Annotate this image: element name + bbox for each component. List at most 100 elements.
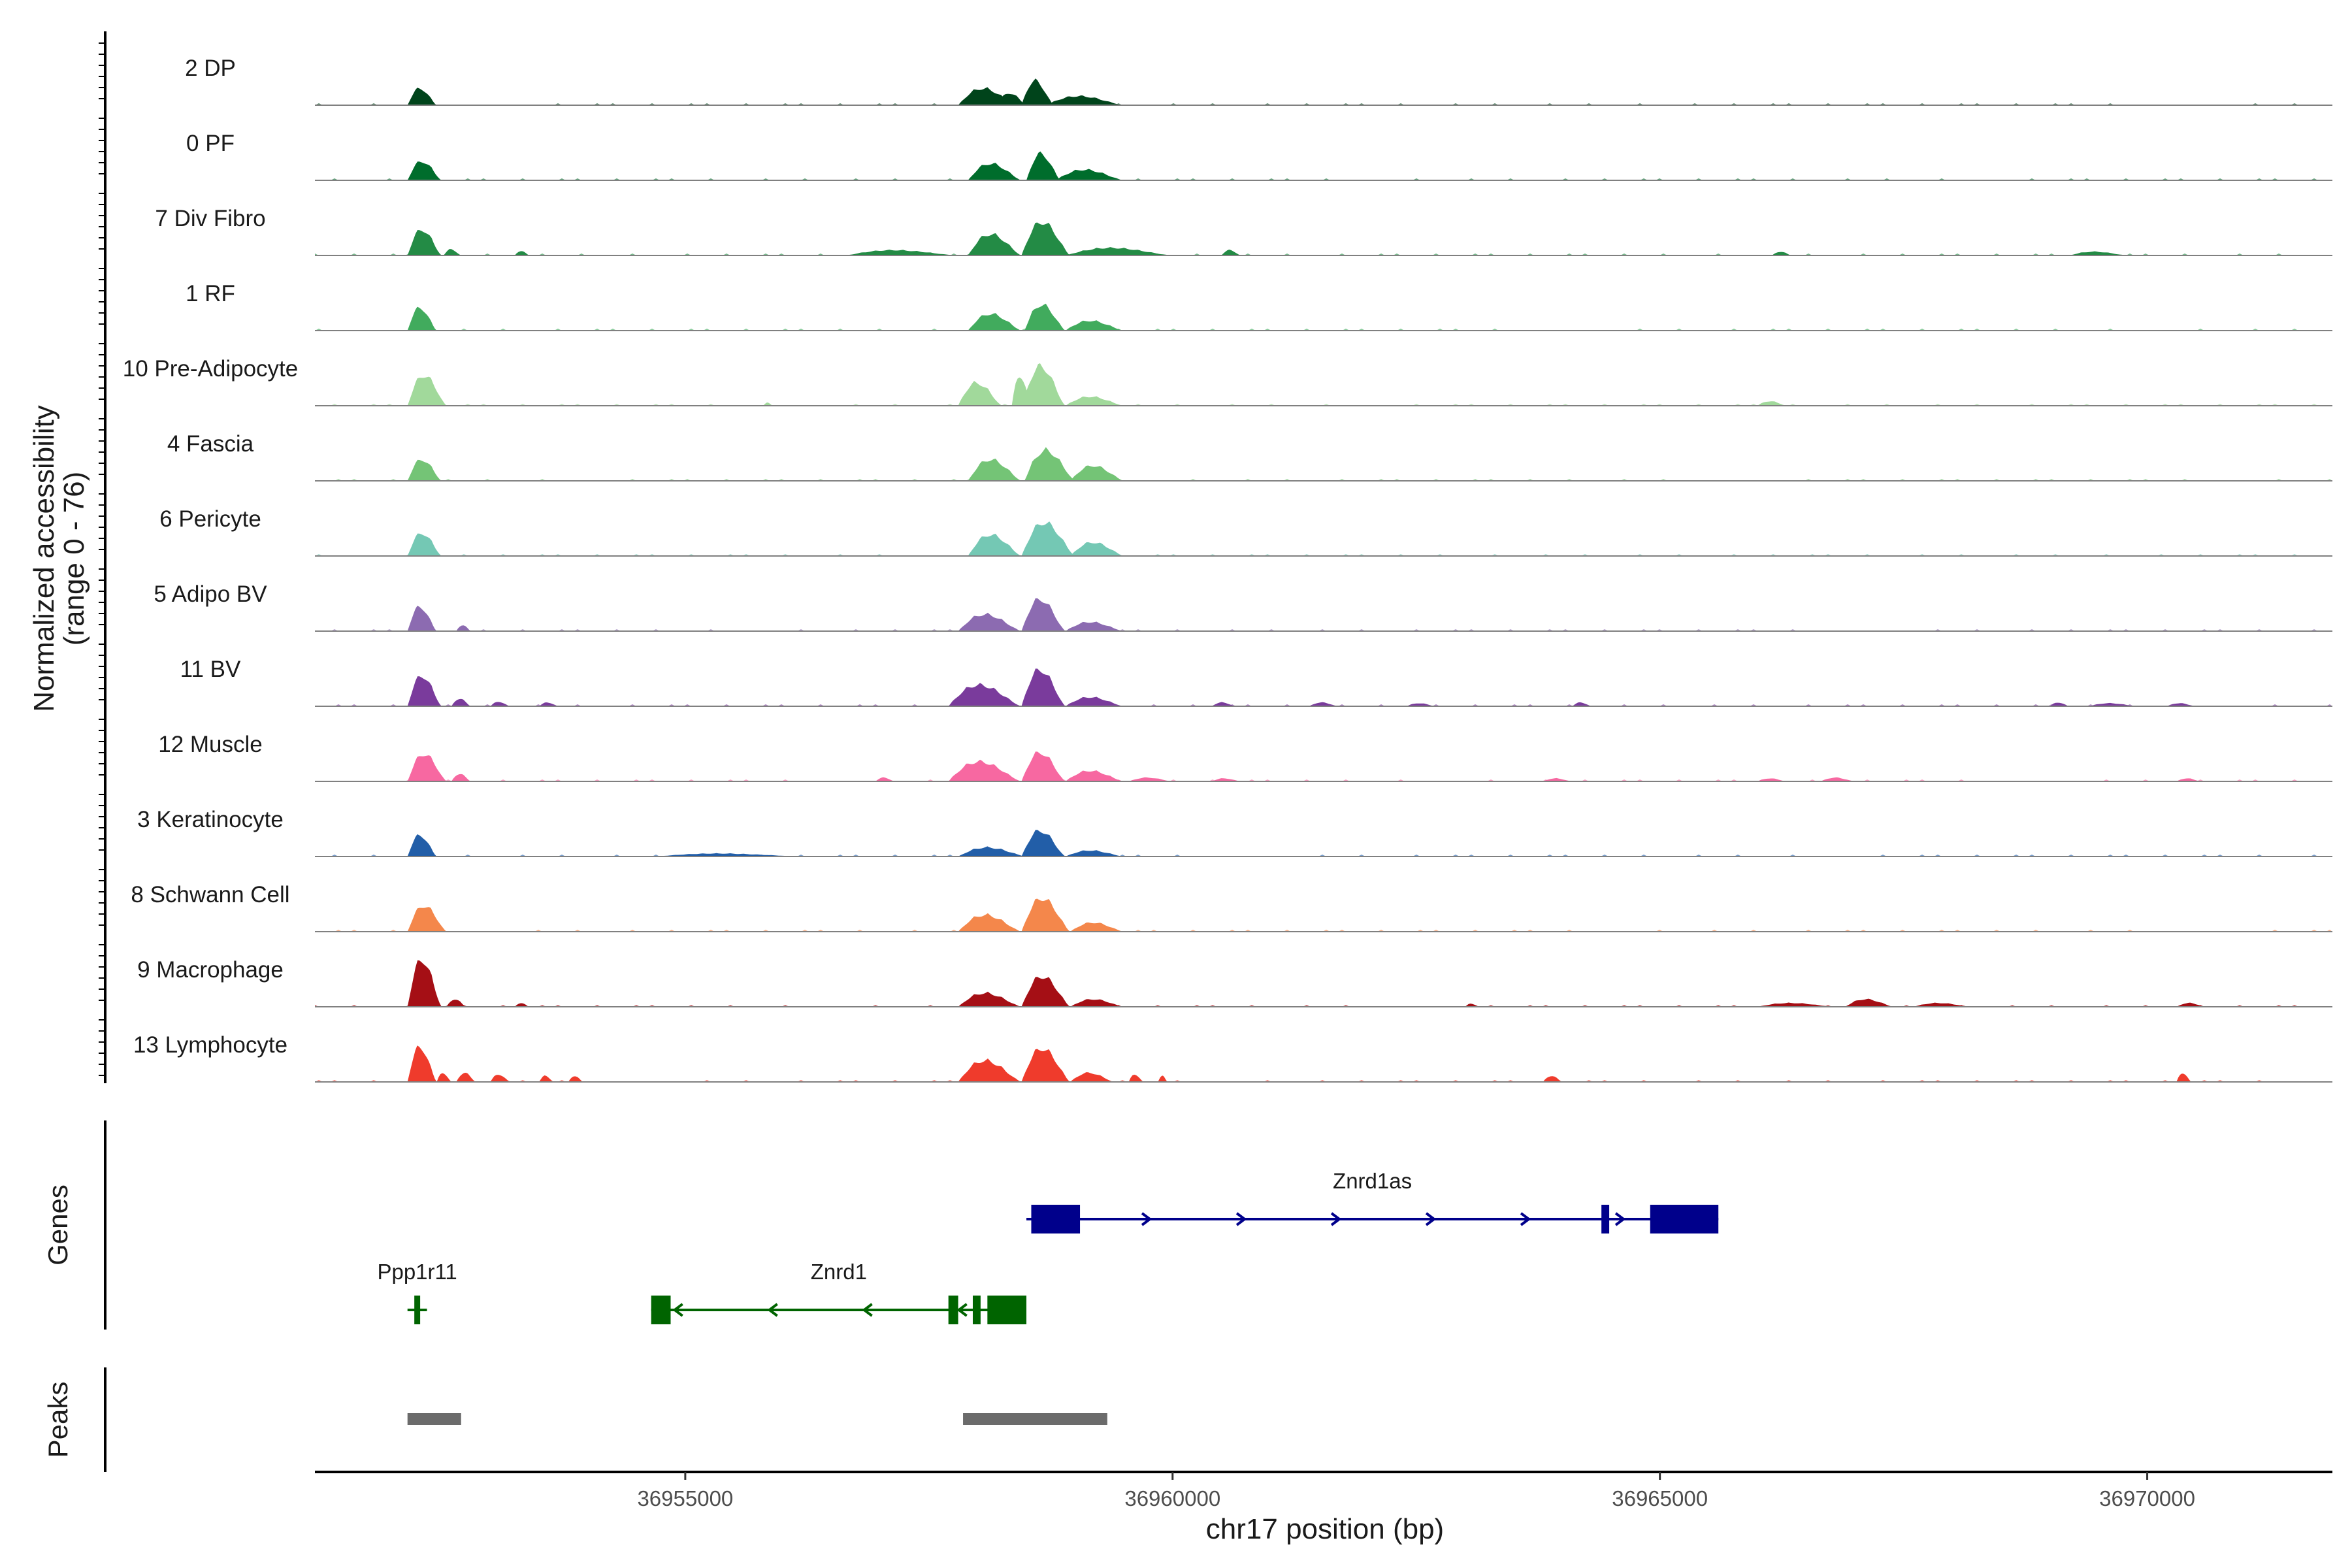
coverage-peak — [958, 913, 1022, 932]
coverage-noise — [315, 855, 2332, 857]
gene-annotations: Znrd1as Ppp1r11 Znrd1 — [377, 1169, 1719, 1324]
gene-exon — [987, 1296, 1027, 1324]
coverage-peak — [2089, 702, 2138, 706]
coverage-peak — [968, 163, 1022, 180]
coverage-peak — [2176, 1073, 2191, 1082]
coverage-peak — [948, 683, 1022, 706]
gene-exon — [1601, 1205, 1610, 1233]
coverage-peak — [1065, 621, 1124, 631]
coverage-peak — [1024, 447, 1075, 481]
coverage-peak — [1543, 1076, 1563, 1082]
coverage-peak — [539, 702, 559, 706]
track: 3 Keratinocyte — [137, 807, 2332, 857]
track-label: 10 Pre-Adipocyte — [123, 356, 298, 382]
coverage-peak — [1543, 777, 1573, 781]
coverage-peak — [1021, 898, 1071, 932]
gene: Ppp1r11 — [377, 1260, 457, 1324]
coverage-peak — [958, 381, 1002, 406]
track: 1 RF — [186, 281, 2332, 331]
coverage-peak — [1772, 252, 1792, 255]
coverage-peak — [846, 250, 958, 255]
coverage-peak — [407, 459, 442, 481]
strand-arrow — [1141, 1212, 1152, 1226]
track: 5 Adipo BV — [154, 581, 2332, 632]
gene-exon — [414, 1296, 421, 1324]
gene-exon — [948, 1296, 958, 1324]
coverage-peak — [1065, 247, 1173, 255]
coverage-peak — [1065, 850, 1124, 857]
coverage-peak — [1211, 778, 1241, 781]
coverage-peak — [490, 1075, 510, 1082]
track: 2 DP — [185, 56, 2332, 106]
coverage-peak — [443, 249, 461, 255]
coverage-peak — [568, 1076, 583, 1082]
track-label: 9 Macrophage — [137, 957, 284, 983]
coverage-peak — [1128, 777, 1173, 781]
coverage-peak — [1070, 1072, 1115, 1082]
coverage-peak — [997, 93, 1026, 105]
track: 0 PF — [186, 131, 2332, 181]
track-label: 6 Pericyte — [159, 506, 261, 532]
x-tick-label: 36960000 — [1124, 1486, 1220, 1511]
track: 12 Muscle — [158, 732, 2332, 782]
strand-arrow — [956, 1303, 968, 1317]
coverage-peak — [514, 1003, 530, 1007]
track-label: 3 Keratinocyte — [137, 807, 284, 832]
coverage-peak — [1070, 465, 1124, 481]
peak-regions — [407, 1413, 1107, 1425]
strand-arrow — [1330, 1212, 1342, 1226]
strand-arrow — [1614, 1212, 1626, 1226]
gene-label: Znrd1as — [1333, 1169, 1412, 1193]
coverage-peak — [656, 853, 802, 857]
coverage-peak — [1070, 922, 1124, 932]
gene-label: Ppp1r11 — [377, 1260, 457, 1284]
coverage-peak — [1022, 363, 1066, 406]
coverage-peak — [968, 459, 1022, 481]
coverage-peak — [1021, 751, 1066, 781]
coverage-peak — [1021, 78, 1054, 105]
strand-arrow — [1235, 1212, 1247, 1226]
coverage-peak — [436, 1073, 451, 1082]
coverage-peak — [490, 702, 510, 706]
track-label: 8 Schwann Cell — [131, 882, 289, 907]
coverage-peak — [451, 774, 471, 781]
coverage-peak — [514, 251, 530, 255]
coverage-peak — [1757, 1002, 1836, 1007]
gene: Znrd1as — [1026, 1169, 1719, 1233]
y-axis — [99, 31, 106, 1083]
coverage-peak — [2176, 778, 2201, 781]
coverage-peak — [958, 846, 1026, 857]
gene-exon — [1650, 1205, 1719, 1233]
track: 13 Lymphocyte — [133, 1032, 2332, 1083]
coverage-peak — [958, 1058, 1022, 1082]
track-label: 5 Adipo BV — [154, 581, 267, 607]
coverage-peak — [446, 1000, 466, 1007]
coverage-peak — [1065, 770, 1124, 781]
coverage-peak — [407, 306, 437, 331]
coverage-peak — [539, 1075, 554, 1082]
coverage-peak — [407, 161, 442, 180]
strand-arrow — [1425, 1212, 1437, 1226]
coverage-peak — [1465, 1004, 1480, 1007]
coverage-peak — [1021, 521, 1075, 556]
coverage-peak — [1021, 598, 1066, 631]
peak-region — [963, 1413, 1107, 1425]
strand-arrow — [1520, 1212, 1531, 1226]
coverage-peak — [1021, 222, 1071, 255]
coverage-peak — [1065, 320, 1124, 331]
coverage-peak — [407, 1045, 437, 1082]
gene-exon — [1031, 1205, 1081, 1233]
peaks-panel-label: Peaks — [42, 1382, 73, 1458]
coverage-peak — [1309, 702, 1339, 706]
track: 7 Div Fibro — [155, 206, 2332, 256]
coverage-peak — [968, 534, 1022, 556]
y-axis-range: (range 0 - 76) — [58, 472, 90, 646]
coverage-peak — [407, 834, 437, 857]
coverage-peak — [451, 698, 471, 706]
gene-exon — [651, 1296, 671, 1324]
coverage-peak — [1055, 169, 1124, 180]
coverage-peak — [968, 313, 1022, 331]
genes-panel-label: Genes — [42, 1184, 73, 1266]
coverage-peak — [456, 1072, 476, 1082]
